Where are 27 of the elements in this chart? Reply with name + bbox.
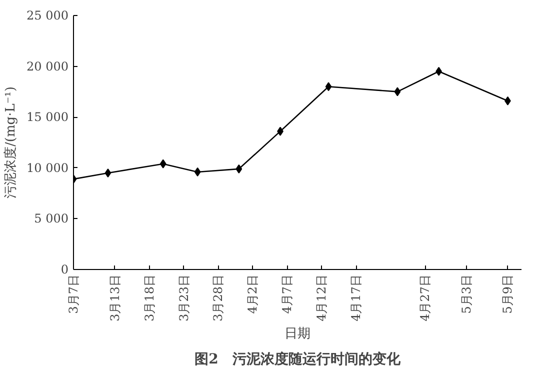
x-tick-label: 4月2日	[246, 274, 260, 314]
x-tick-label: 3月13日	[108, 274, 122, 322]
x-tick-label: 3月28日	[211, 274, 226, 322]
x-tick-label: 5月9日	[500, 274, 515, 314]
text: 图2 污泥浓度随运行时间的变化	[194, 350, 402, 368]
x-tick-label: 4月17日	[349, 274, 364, 322]
x-tick-label: 5月3日	[459, 274, 474, 314]
y-tick-label: 5 000	[34, 212, 69, 226]
y-tick-label: 15 000	[26, 110, 69, 124]
y-tick-label: 10 000	[26, 160, 69, 175]
x-tick-label: 4月7日	[280, 274, 294, 314]
x-tick-label: 3月23日	[176, 274, 191, 322]
point	[160, 159, 166, 168]
x-tick-label: 4月12日	[314, 274, 329, 322]
x-tick-label: 3月18日	[142, 274, 156, 322]
y-tick-label: 25 000	[26, 8, 69, 22]
point	[104, 168, 112, 178]
x-tick-label: 3月7日	[66, 274, 80, 314]
point	[194, 167, 201, 176]
point	[236, 164, 242, 174]
y-tick-label: 0	[60, 262, 69, 276]
x-tick-label: 4月27日	[418, 274, 432, 322]
x-axis-title: 日期	[284, 326, 310, 342]
y-axis-title: 污泥浓度/(mg·L⁻¹)	[2, 86, 19, 199]
y-tick-label: 20 000	[26, 59, 69, 74]
point	[325, 82, 332, 92]
point	[394, 87, 401, 96]
